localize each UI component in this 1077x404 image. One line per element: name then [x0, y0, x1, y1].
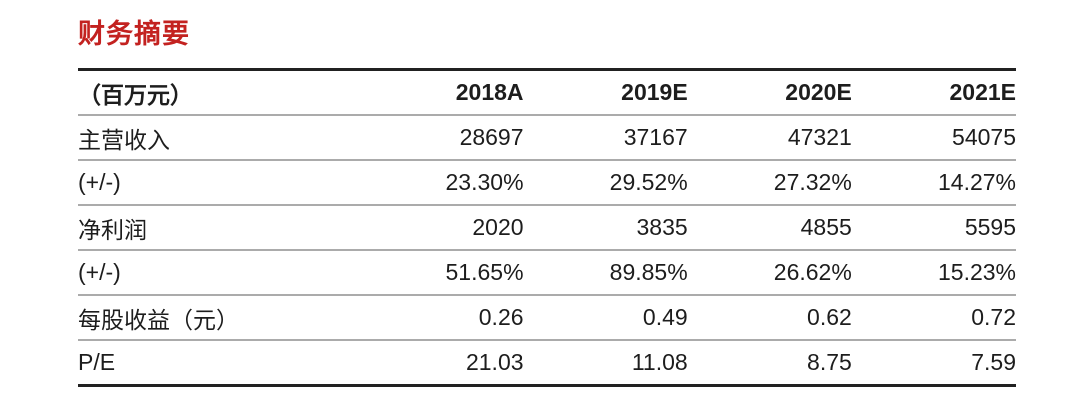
table-row-net-profit-growth: (+/-) 51.65% 89.85% 26.62% 15.23%: [78, 250, 1016, 296]
cell-value: 29.52%: [523, 160, 688, 206]
column-header-2021e: 2021E: [851, 69, 1016, 116]
row-label: 主营收入: [78, 115, 360, 161]
cell-value: 23.30%: [359, 160, 524, 206]
table-row-net-profit: 净利润 2020 3835 4855 5595: [78, 205, 1016, 251]
cell-value: 11.08: [631, 349, 688, 375]
row-label: P/E: [78, 349, 116, 375]
cell-value: 5595: [851, 205, 1016, 251]
cell-value: 27.32%: [687, 160, 852, 206]
table-row-revenue-growth: (+/-) 23.30% 29.52% 27.32% 14.27%: [78, 160, 1016, 206]
row-label: 净利润: [78, 205, 360, 251]
cell-value: 47321: [687, 115, 852, 161]
table-row-revenue: 主营收入 28697 37167 47321 54075: [78, 115, 1016, 161]
cell-value: 0.49: [523, 295, 688, 341]
cell-value: 4855: [687, 205, 852, 251]
cell-value: 0.62: [687, 295, 852, 341]
cell-value: 2020: [359, 205, 524, 251]
cell-value: 3835: [523, 205, 688, 251]
financial-summary-table: （百万元） 2018A 2019E 2020E 2021E 主营收入 28697…: [78, 68, 1016, 387]
row-label: (+/-): [78, 250, 360, 296]
financial-summary-section: 财务摘要 （百万元） 2018A 2019E 2020E 2021E: [78, 0, 1016, 387]
cell-value: 51.65%: [359, 250, 524, 296]
cell-value: 54075: [851, 115, 1016, 161]
row-label: 每股收益（元）: [78, 295, 360, 341]
cell-value: 28697: [359, 115, 524, 161]
table-row-eps: 每股收益（元） 0.26 0.49 0.62 0.72: [78, 295, 1016, 341]
cell-value: 8.75: [807, 349, 852, 375]
cell-value: 0.26: [359, 295, 524, 341]
section-title: 财务摘要: [78, 19, 190, 49]
column-header-2020e: 2020E: [687, 69, 852, 116]
cell-value: 7.59: [971, 349, 1016, 375]
row-label: (+/-): [78, 160, 360, 206]
cell-value: 0.72: [851, 295, 1016, 341]
column-header-2018a: 2018A: [359, 69, 524, 116]
cell-value: 14.27%: [851, 160, 1016, 206]
cell-value: 21.03: [465, 349, 524, 375]
unit-header-cell: （百万元）: [78, 69, 360, 116]
cell-value: 37167: [523, 115, 688, 161]
column-header-2019e: 2019E: [523, 69, 688, 116]
cell-value: 89.85%: [523, 250, 688, 296]
cell-value: 15.23%: [851, 250, 1016, 296]
table-row-pe: P/E 21.03 11.08 8.75 7.59: [78, 340, 1016, 386]
cell-value: 26.62%: [687, 250, 852, 296]
table-header-row: （百万元） 2018A 2019E 2020E 2021E: [78, 69, 1016, 116]
